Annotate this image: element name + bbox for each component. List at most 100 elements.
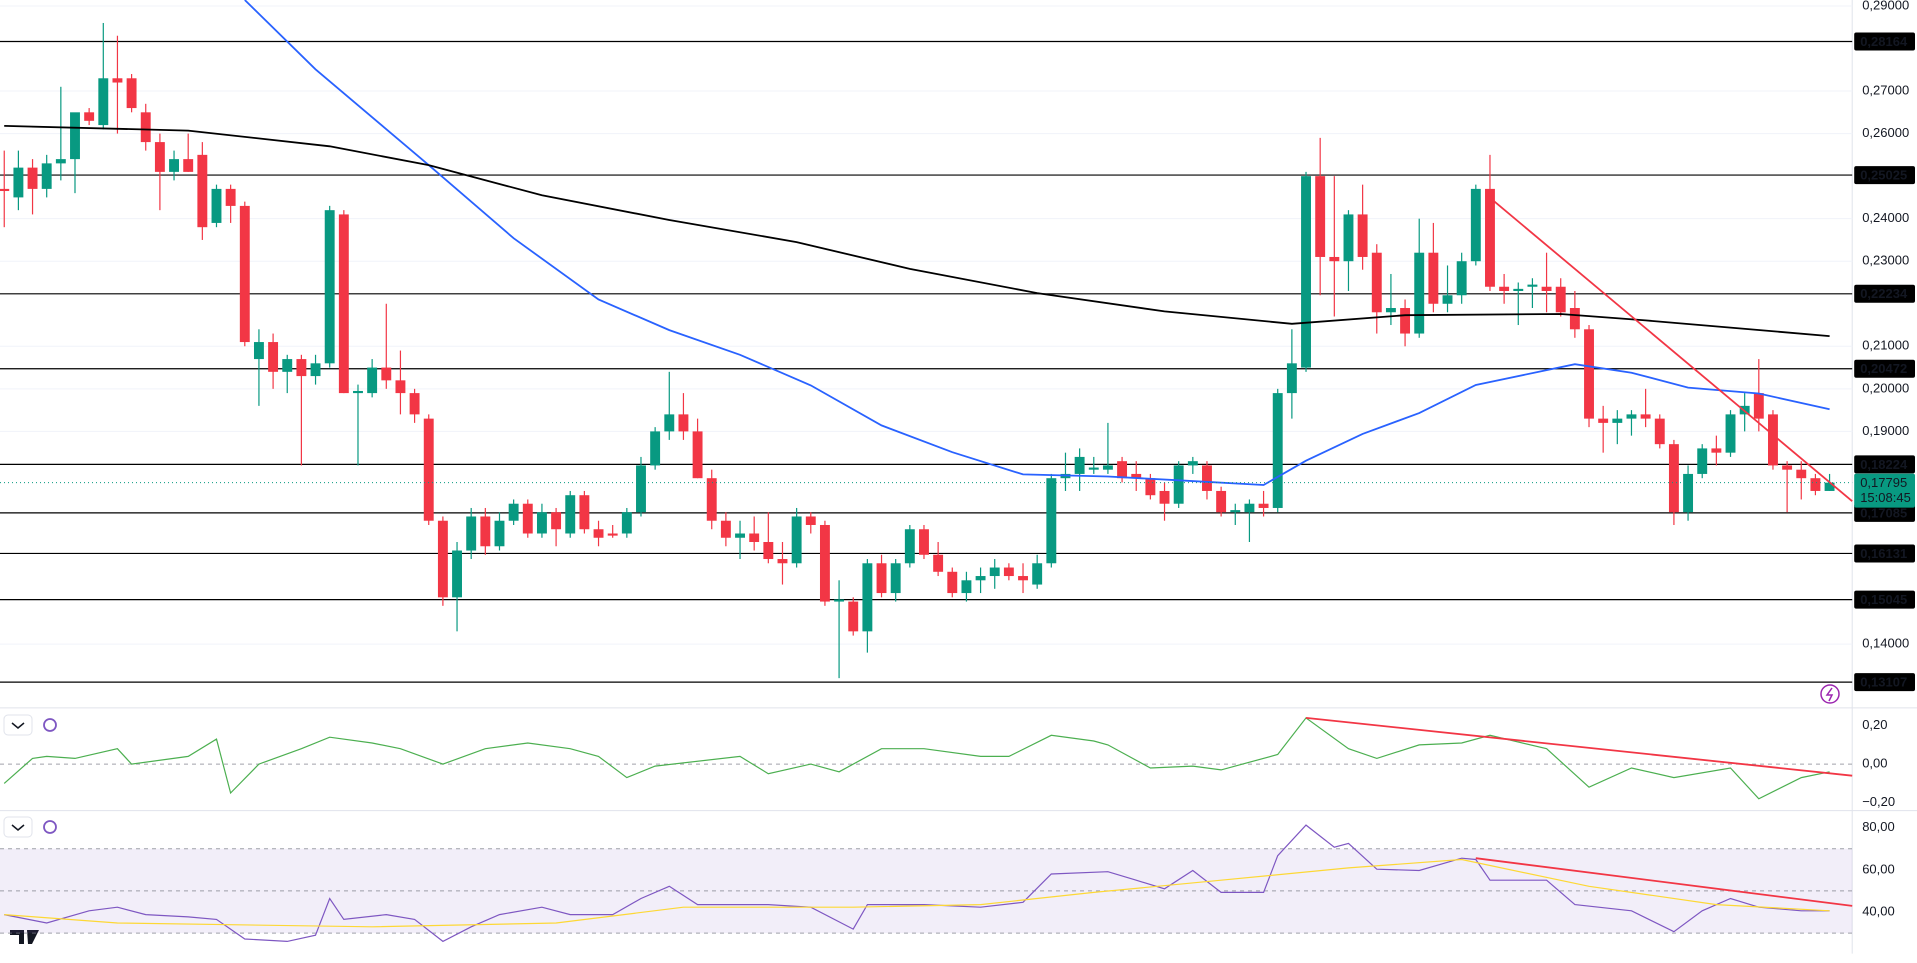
candle-body (183, 159, 194, 172)
candle-body (1159, 490, 1170, 504)
band (0, 848, 1853, 934)
level-label-box (1854, 673, 1915, 692)
candle-body (1824, 482, 1835, 491)
candle-body (1442, 295, 1453, 304)
collapse-button[interactable] (3, 714, 33, 736)
candle-body (1725, 414, 1736, 453)
candle-body (1584, 329, 1594, 419)
candle-body (1711, 448, 1722, 453)
candle-body (466, 516, 477, 551)
candle-body (1541, 286, 1552, 291)
candle-body (112, 78, 123, 83)
candle-body (140, 112, 151, 143)
collapse-button[interactable] (3, 816, 33, 838)
candle-body (27, 167, 38, 189)
level-label: 0,16131 (1860, 546, 1907, 561)
candle-body (508, 503, 519, 521)
line (4, 824, 1830, 943)
y-tick-label: 0,24000 (1862, 210, 1909, 225)
candle-body (763, 542, 774, 560)
candle-body (1654, 418, 1665, 445)
candle-body (791, 516, 802, 564)
candle-body (310, 363, 321, 377)
candle-body (961, 580, 972, 594)
candle-body (1173, 465, 1184, 504)
candle-body (947, 571, 958, 594)
candle-body (381, 367, 392, 381)
candle-body (536, 512, 547, 534)
candle-body (621, 512, 632, 534)
candle-body (367, 367, 378, 394)
y-tick-label: 0,00 (1862, 756, 1887, 771)
candle-body (1003, 567, 1014, 577)
candle-body (253, 342, 264, 360)
y-tick-label: 0,26000 (1862, 125, 1909, 140)
candle-body (1258, 503, 1269, 508)
candle-body (636, 465, 646, 513)
candle-body (55, 159, 66, 164)
candle-body (1145, 478, 1156, 496)
candle-body (268, 342, 279, 372)
y-tick-label: 0,29000 (1862, 0, 1909, 12)
candle-body (1286, 363, 1297, 394)
line (4, 858, 1830, 928)
candle-body (1074, 456, 1085, 474)
y-tick-label: 0,27000 (1862, 82, 1909, 97)
candle-body (1668, 444, 1679, 513)
candle-body (1485, 188, 1495, 287)
candle-body (154, 142, 165, 172)
chevron-icon (11, 824, 25, 831)
candle-body (1202, 465, 1212, 491)
candle-body (1272, 393, 1283, 508)
candle-body (678, 414, 689, 432)
candle-body (1088, 467, 1099, 470)
candle-body (749, 533, 760, 543)
candle-body (84, 112, 95, 121)
candle-body (777, 559, 788, 564)
candle-body (1385, 308, 1396, 313)
candle-body (1131, 473, 1142, 479)
candle-body (1513, 288, 1524, 291)
line (1305, 717, 1853, 777)
level-label: 0,28164 (1860, 34, 1908, 49)
candle-body (975, 576, 986, 581)
candle-body (1371, 252, 1382, 313)
refresh-icon[interactable] (43, 820, 57, 834)
candle-body (1470, 188, 1481, 262)
y-tick-label: 80,00 (1862, 819, 1895, 834)
candle-body (1357, 214, 1368, 257)
candle-body (1187, 461, 1198, 466)
level-label-box (1854, 590, 1915, 609)
candle-body (480, 516, 491, 547)
candle-body (890, 563, 901, 594)
candle-body (1499, 286, 1510, 291)
level-label: 0,15045 (1860, 592, 1907, 607)
candle-body (353, 390, 363, 394)
candle-body (720, 520, 731, 538)
candle-body (1612, 418, 1623, 423)
line (1475, 857, 1853, 907)
candle-body (1400, 308, 1411, 334)
candle-body (834, 599, 845, 602)
candle-body (169, 159, 179, 172)
candle-body (1640, 414, 1651, 419)
refresh-icon[interactable] (43, 718, 57, 732)
candle-body (1768, 414, 1778, 466)
candle-body (664, 414, 675, 432)
alert-icon[interactable] (1820, 684, 1840, 704)
candle-body (1456, 261, 1467, 296)
chevron-icon (11, 722, 25, 729)
candle-body (650, 431, 661, 466)
y-tick-label: 0,20 (1862, 717, 1887, 732)
candle-body (876, 563, 887, 594)
level-label: 0,13107 (1860, 675, 1907, 690)
candle-body (933, 554, 944, 572)
candle-body (607, 533, 618, 536)
candle-body (692, 431, 703, 479)
candle-body (1810, 478, 1821, 491)
candle-body (197, 154, 208, 228)
candle-body (1244, 503, 1255, 513)
candle-body (593, 529, 604, 538)
